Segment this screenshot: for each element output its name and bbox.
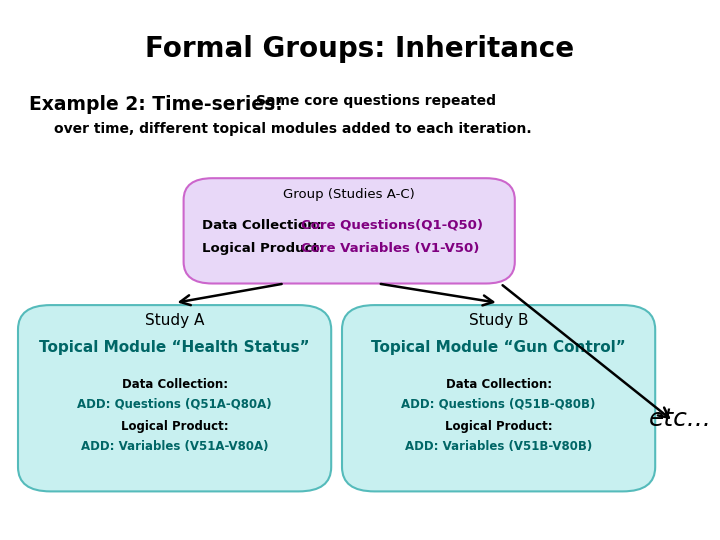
Text: ADD: Questions (Q51A-Q80A): ADD: Questions (Q51A-Q80A) <box>77 398 272 411</box>
Text: ADD: Variables (V51A-V80A): ADD: Variables (V51A-V80A) <box>81 440 269 453</box>
Text: Topical Module “Health Status”: Topical Module “Health Status” <box>40 340 310 355</box>
Text: Logical Product:: Logical Product: <box>202 242 328 255</box>
Text: Topical Module “Gun Control”: Topical Module “Gun Control” <box>372 340 626 355</box>
FancyBboxPatch shape <box>342 305 655 491</box>
Text: Data Collection:: Data Collection: <box>202 219 326 232</box>
Text: Data Collection:: Data Collection: <box>122 378 228 391</box>
Text: Same core questions repeated: Same core questions repeated <box>256 94 495 109</box>
FancyBboxPatch shape <box>184 178 515 284</box>
Text: Group (Studies A-C): Group (Studies A-C) <box>284 188 415 201</box>
Text: etc...: etc... <box>649 407 712 430</box>
Text: Study A: Study A <box>145 313 204 328</box>
Text: Core Questions(Q1-Q50): Core Questions(Q1-Q50) <box>301 219 483 232</box>
Text: Data Collection:: Data Collection: <box>446 378 552 391</box>
Text: Core Variables (V1-V50): Core Variables (V1-V50) <box>301 242 480 255</box>
Text: Logical Product:: Logical Product: <box>445 420 552 433</box>
FancyBboxPatch shape <box>18 305 331 491</box>
Text: ADD: Variables (V51B-V80B): ADD: Variables (V51B-V80B) <box>405 440 593 453</box>
Text: Logical Product:: Logical Product: <box>121 420 228 433</box>
Text: ADD: Questions (Q51B-Q80B): ADD: Questions (Q51B-Q80B) <box>402 398 595 411</box>
Text: Study B: Study B <box>469 313 528 328</box>
Text: Formal Groups: Inheritance: Formal Groups: Inheritance <box>145 35 575 63</box>
Text: Example 2: Time-series:: Example 2: Time-series: <box>29 94 282 113</box>
Text: over time, different topical modules added to each iteration.: over time, different topical modules add… <box>54 122 531 136</box>
